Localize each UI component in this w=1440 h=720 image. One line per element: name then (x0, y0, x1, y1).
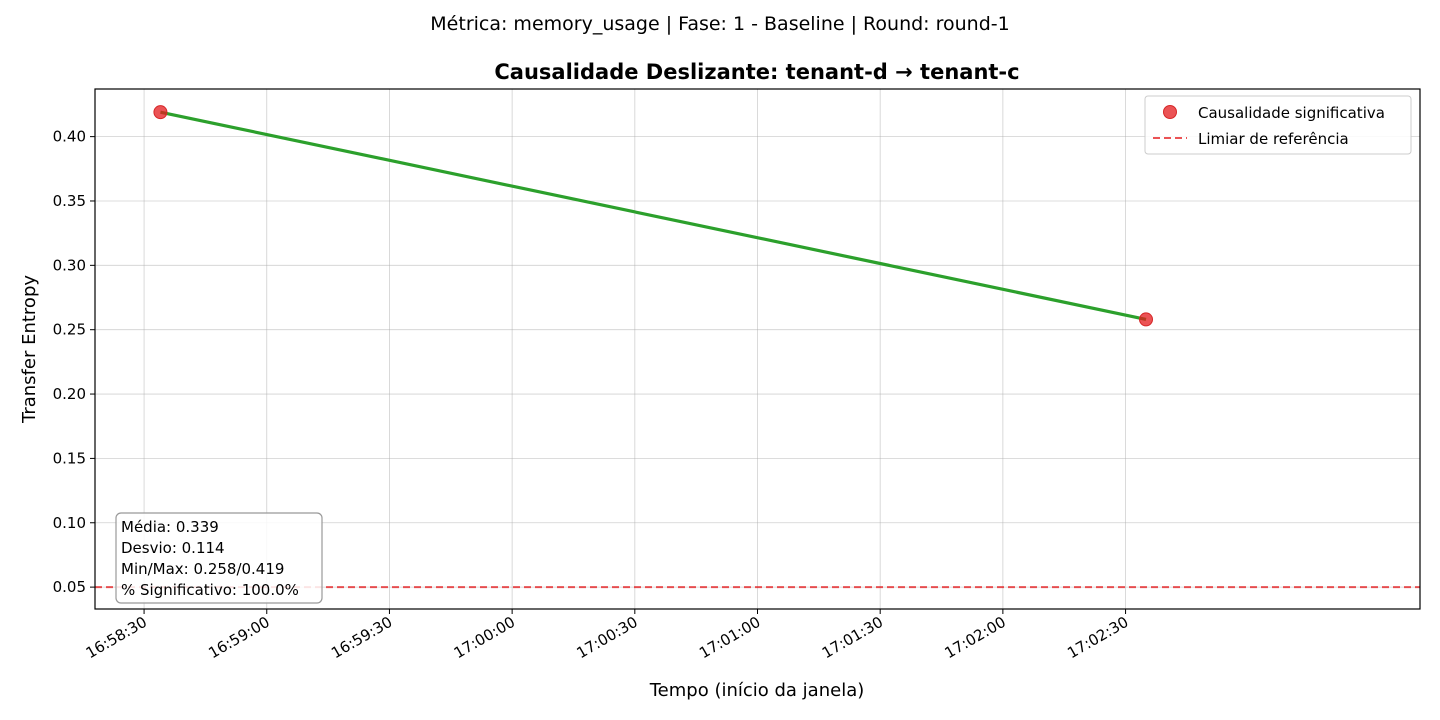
stats-significant: % Significativo: 100.0% (121, 581, 299, 599)
stats-box-frame (115, 512, 323, 604)
x-tick-label: 17:00:30 (573, 613, 640, 662)
x-tick-label: 16:59:30 (328, 613, 395, 662)
y-tick-label: 0.15 (53, 449, 86, 467)
chart-title: Causalidade Deslizante: tenant-d → tenan… (494, 60, 1019, 84)
points-layer (153, 105, 1154, 327)
x-tick-label: 17:00:00 (451, 613, 518, 662)
x-tick-label: 17:02:30 (1064, 613, 1131, 662)
stats-mean: Média: 0.339 (121, 518, 219, 536)
x-axis-ticks: 16:58:30 16:59:00 16:59:30 17:00:00 17:00:30… (83, 609, 1132, 662)
stats-box: Média: 0.339 Desvio: 0.114 Min/Max: 0.25… (115, 512, 323, 604)
significant-point (1139, 312, 1154, 327)
legend-label-threshold: Limiar de referência (1198, 130, 1349, 148)
plot-area-frame (94, 88, 1421, 610)
x-tick-label: 17:02:00 (942, 613, 1009, 662)
stats-std: Desvio: 0.114 (121, 539, 225, 557)
y-tick-label: 0.20 (53, 385, 86, 403)
x-tick-label: 17:01:00 (696, 613, 763, 662)
stats-minmax: Min/Max: 0.258/0.419 (121, 560, 284, 578)
legend-marker-significant (1163, 105, 1177, 119)
y-tick-label: 0.30 (53, 256, 86, 274)
y-tick-label: 0.40 (53, 128, 86, 146)
y-axis-ticks: 0.05 0.10 0.15 0.20 0.25 0.30 0.35 0.40 (53, 128, 95, 596)
series-line (160, 110, 1147, 321)
x-tick-label: 17:01:30 (819, 613, 886, 662)
legend-box (1144, 95, 1412, 155)
y-tick-label: 0.25 (53, 321, 86, 339)
grid-lines (95, 89, 1420, 609)
legend: Causalidade significativa Limiar de refe… (1144, 95, 1412, 155)
x-tick-label: 16:58:30 (83, 613, 150, 662)
figure-suptitle: Métrica: memory_usage | Fase: 1 - Baseli… (430, 13, 1009, 35)
y-tick-label: 0.05 (53, 578, 86, 596)
x-tick-label: 16:59:00 (205, 613, 272, 662)
y-tick-label: 0.35 (53, 192, 86, 210)
series-layer (160, 110, 1147, 321)
significant-point (153, 105, 168, 120)
y-tick-label: 0.10 (53, 514, 86, 532)
y-axis-label: Transfer Entropy (19, 275, 40, 424)
x-axis-label: Tempo (início da janela) (649, 680, 865, 701)
legend-label-significant: Causalidade significativa (1198, 104, 1385, 122)
